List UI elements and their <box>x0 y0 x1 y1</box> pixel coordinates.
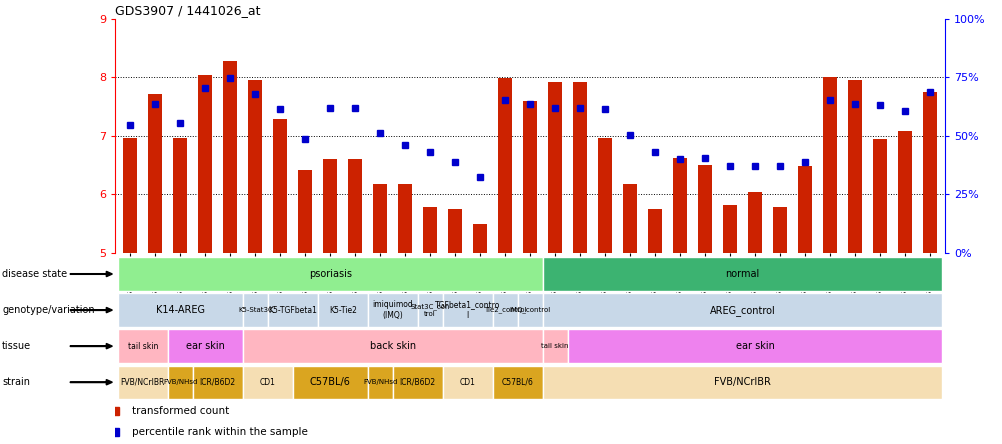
Bar <box>242 329 542 363</box>
Text: tail skin: tail skin <box>127 341 158 351</box>
Bar <box>417 293 442 327</box>
Text: C57BL/6: C57BL/6 <box>310 377 351 387</box>
Bar <box>167 329 242 363</box>
Bar <box>697 165 711 253</box>
Text: FVB/NHsd: FVB/NHsd <box>363 379 397 385</box>
Bar <box>198 75 212 253</box>
Text: K5-Stat3C: K5-Stat3C <box>237 307 273 313</box>
Bar <box>398 184 412 253</box>
Text: tissue: tissue <box>2 341 31 351</box>
Bar <box>442 365 492 399</box>
Text: Tie2_control: Tie2_control <box>483 307 526 313</box>
Bar <box>318 293 368 327</box>
Text: ear skin: ear skin <box>734 341 774 351</box>
Text: ICR/B6D2: ICR/B6D2 <box>399 378 435 387</box>
Text: FVB/NCrIBR: FVB/NCrIBR <box>713 377 771 387</box>
Bar <box>597 138 611 253</box>
Bar <box>498 79 511 253</box>
Bar <box>542 258 942 291</box>
Bar <box>448 209 462 253</box>
Bar <box>897 131 911 253</box>
Text: C57BL/6: C57BL/6 <box>501 378 533 387</box>
Bar <box>248 80 262 253</box>
Bar <box>542 293 942 327</box>
Bar <box>523 101 536 253</box>
Bar <box>722 205 736 253</box>
Text: K5-TGFbeta1: K5-TGFbeta1 <box>268 305 317 315</box>
Text: normal: normal <box>724 269 759 279</box>
Bar <box>492 365 542 399</box>
Bar <box>872 139 886 253</box>
Bar <box>922 92 936 253</box>
Bar <box>173 138 187 253</box>
Bar <box>117 329 167 363</box>
Text: ear skin: ear skin <box>185 341 224 351</box>
Bar <box>847 80 861 253</box>
Bar <box>747 191 762 253</box>
Bar <box>542 365 942 399</box>
Bar <box>542 329 567 363</box>
Bar <box>647 209 661 253</box>
Bar <box>567 329 942 363</box>
Text: FVB/NCrIBR: FVB/NCrIBR <box>120 378 165 387</box>
Text: CD1: CD1 <box>459 378 475 387</box>
Text: AREG_control: AREG_control <box>708 305 775 316</box>
Bar <box>123 138 137 253</box>
Bar <box>148 94 162 253</box>
Text: K14-AREG: K14-AREG <box>155 305 204 315</box>
Text: disease state: disease state <box>2 269 67 279</box>
Text: TGFbeta1_contro
l: TGFbeta1_contro l <box>435 301 500 320</box>
Text: K5-Tie2: K5-Tie2 <box>329 305 357 315</box>
Bar <box>368 293 417 327</box>
Bar <box>348 159 362 253</box>
Text: genotype/variation: genotype/variation <box>2 305 94 315</box>
Text: back skin: back skin <box>370 341 415 351</box>
Bar <box>268 293 318 327</box>
Text: ICR/B6D2: ICR/B6D2 <box>199 378 235 387</box>
Bar <box>368 365 392 399</box>
Bar <box>117 365 167 399</box>
Bar <box>293 365 368 399</box>
Bar <box>548 82 561 253</box>
Bar <box>672 158 686 253</box>
Bar <box>823 77 836 253</box>
Bar <box>242 293 268 327</box>
Bar <box>223 61 236 253</box>
Bar <box>242 365 293 399</box>
Text: transformed count: transformed count <box>132 406 228 416</box>
Bar <box>572 82 586 253</box>
Text: tail skin: tail skin <box>541 343 568 349</box>
Bar <box>117 258 542 291</box>
Text: percentile rank within the sample: percentile rank within the sample <box>132 427 308 437</box>
Bar <box>492 293 517 327</box>
Text: psoriasis: psoriasis <box>309 269 352 279</box>
Text: IMQ_control: IMQ_control <box>509 307 550 313</box>
Bar <box>117 293 242 327</box>
Bar <box>373 184 387 253</box>
Bar <box>167 365 192 399</box>
Text: GDS3907 / 1441026_at: GDS3907 / 1441026_at <box>115 4 261 17</box>
Bar <box>798 166 811 253</box>
Bar <box>392 365 442 399</box>
Bar <box>423 207 437 253</box>
Bar <box>192 365 242 399</box>
Bar <box>274 119 287 253</box>
Text: CD1: CD1 <box>260 378 276 387</box>
Bar <box>323 159 337 253</box>
Bar <box>298 170 312 253</box>
Bar <box>773 207 786 253</box>
Text: Stat3C_con
trol: Stat3C_con trol <box>410 303 450 317</box>
Bar <box>473 224 487 253</box>
Text: imiquimod
(IMQ): imiquimod (IMQ) <box>372 301 413 320</box>
Bar <box>442 293 492 327</box>
Bar <box>517 293 542 327</box>
Text: FVB/NHsd: FVB/NHsd <box>163 379 197 385</box>
Bar <box>622 184 636 253</box>
Text: strain: strain <box>2 377 30 387</box>
